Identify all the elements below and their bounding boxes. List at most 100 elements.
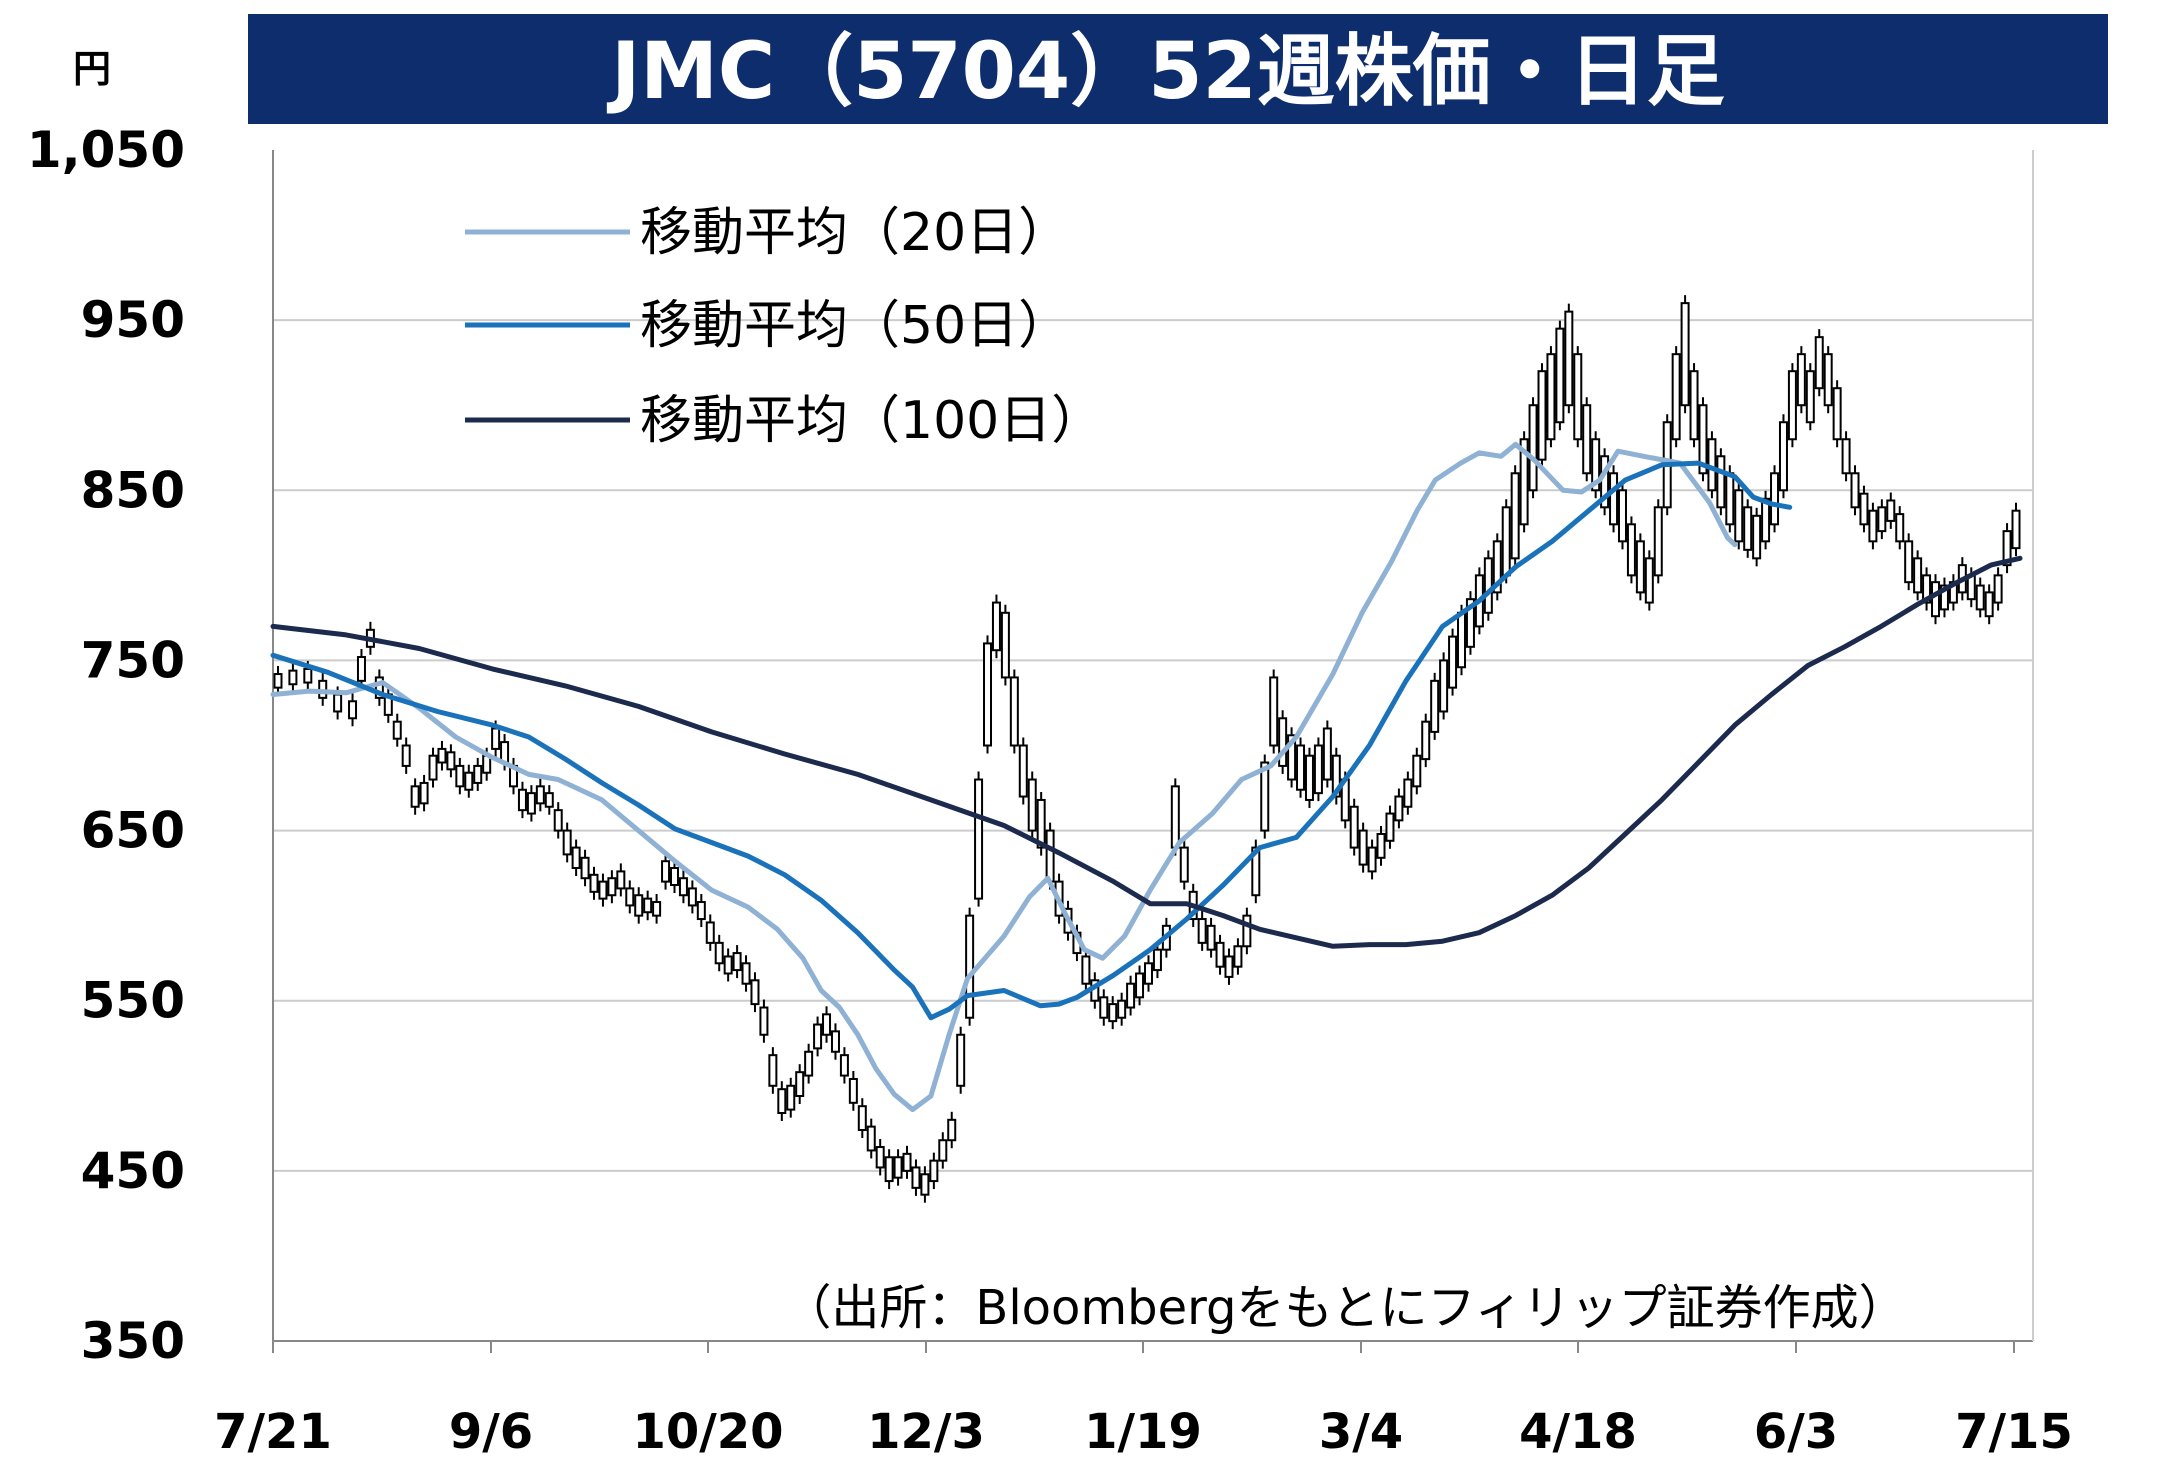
candle-body	[1868, 509, 1878, 543]
candle-body	[1591, 438, 1601, 492]
candle	[884, 1149, 894, 1190]
candle-body	[526, 792, 536, 815]
x-tick-label: 1/19	[1084, 1404, 1202, 1460]
candle	[1528, 397, 1538, 499]
candle-body	[1528, 404, 1538, 492]
candle	[1931, 574, 1941, 625]
candle	[938, 1132, 948, 1169]
candle-body	[759, 1006, 769, 1036]
candle-body	[1403, 778, 1413, 808]
candle-body	[1117, 999, 1127, 1019]
candle-body	[535, 785, 545, 805]
candle	[911, 1159, 921, 1196]
y-tick-label: 550	[81, 972, 185, 1030]
candle-body	[1492, 540, 1502, 594]
candle	[1671, 346, 1681, 448]
candle	[1233, 938, 1243, 975]
candle	[1877, 499, 1887, 540]
candle	[974, 771, 984, 907]
candle	[1975, 577, 1985, 618]
candle	[2002, 523, 2012, 574]
candle	[625, 880, 635, 914]
candle-body	[1448, 635, 1458, 689]
candle-body	[616, 870, 626, 890]
candle	[1278, 710, 1288, 774]
candle-body	[911, 1166, 921, 1189]
candle-body	[562, 829, 572, 856]
candle-body	[1358, 829, 1368, 866]
candle-body	[974, 778, 984, 900]
candle	[1778, 414, 1788, 499]
candle-body	[1465, 598, 1475, 648]
candle	[1108, 996, 1118, 1030]
candle	[1537, 363, 1547, 468]
candle-body	[1582, 404, 1592, 475]
x-tick-label: 3/4	[1319, 1404, 1403, 1460]
candle	[473, 757, 483, 791]
candle-body	[1376, 832, 1386, 859]
candle-body	[517, 788, 527, 812]
candle	[1465, 591, 1475, 655]
candle	[1242, 907, 1252, 955]
series-line-ma-20	[270, 441, 1738, 1113]
candle-body	[1796, 353, 1806, 407]
candle-body	[1018, 744, 1028, 798]
candle	[669, 860, 679, 894]
candle	[1099, 989, 1109, 1026]
candle	[562, 822, 572, 863]
candle-body	[965, 914, 975, 1019]
candle	[1394, 788, 1404, 829]
candle-body	[1886, 499, 1896, 522]
candle-body	[348, 700, 358, 720]
title-banner	[248, 14, 2108, 124]
candle	[857, 1098, 867, 1139]
candle-body	[410, 785, 420, 808]
candle	[1135, 965, 1145, 1006]
y-axis-ticks: 1,050 950 850 750 650 550 450 350	[27, 121, 185, 1370]
candle-body	[1770, 472, 1780, 526]
candle	[1609, 465, 1619, 533]
series-line-ma-100	[270, 555, 2023, 949]
candle-body	[705, 921, 715, 944]
series-line-ma-50	[270, 460, 1793, 1021]
candle	[1895, 506, 1905, 550]
candle	[1126, 975, 1136, 1016]
candle-body	[1680, 302, 1690, 407]
candle-body	[884, 1156, 894, 1183]
y-tick-label: 750	[81, 631, 185, 689]
candle-body	[580, 856, 590, 880]
candle-body	[1421, 720, 1431, 761]
candle	[392, 713, 402, 747]
x-tick-label: 10/20	[632, 1404, 783, 1460]
candle-body	[1984, 591, 1994, 618]
candle	[830, 1023, 840, 1060]
candle	[607, 870, 617, 904]
candle	[652, 894, 662, 924]
candle	[1805, 363, 1815, 431]
candle-body	[687, 887, 697, 907]
candle	[965, 907, 975, 1026]
candle	[598, 873, 608, 907]
candle-body	[732, 952, 742, 972]
candle-body	[1832, 387, 1842, 441]
candle	[1904, 533, 1914, 591]
candle-body	[634, 894, 644, 917]
candle-body	[1206, 924, 1216, 951]
candle-body	[553, 809, 563, 832]
candle-body	[1385, 812, 1395, 842]
candle	[1027, 771, 1037, 839]
candle	[920, 1166, 930, 1203]
legend: 移動平均（20日） 移動平均（50日） 移動平均（100日）	[465, 203, 1103, 451]
candle-body	[1546, 353, 1556, 441]
candle	[1617, 482, 1627, 550]
candle-body	[661, 860, 671, 883]
candle-body	[1931, 581, 1941, 618]
candle	[714, 934, 724, 972]
candle-body	[741, 962, 751, 985]
candle	[410, 778, 420, 815]
candle-body	[723, 955, 733, 975]
candle-body	[848, 1077, 858, 1104]
candle	[1573, 346, 1583, 448]
candle-body	[1430, 679, 1440, 733]
candle	[750, 972, 760, 1013]
